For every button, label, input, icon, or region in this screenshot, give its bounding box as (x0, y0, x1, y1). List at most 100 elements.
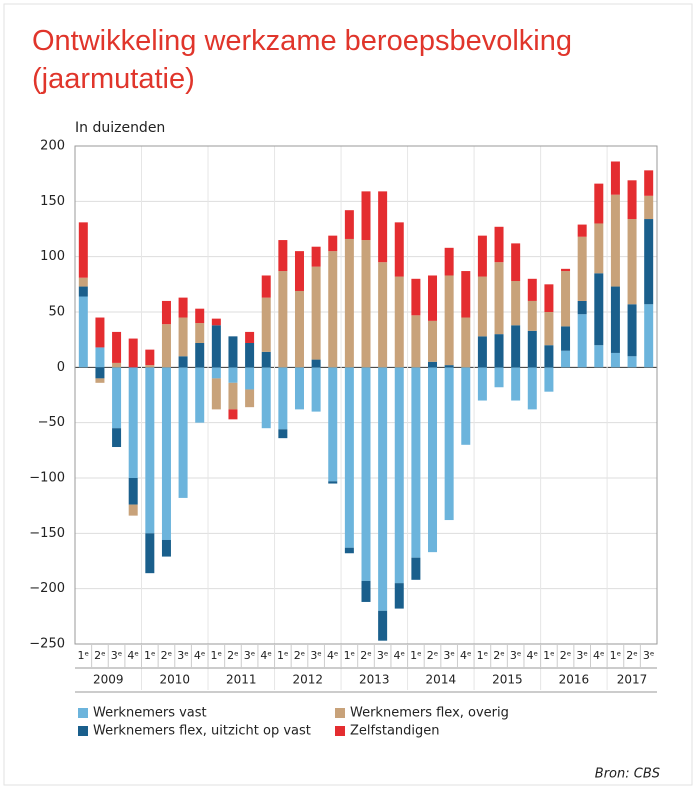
bar-segment (344, 210, 354, 239)
bar-segment (261, 351, 271, 368)
year-label: 2016 (559, 673, 590, 687)
bar-segment (428, 367, 438, 553)
bar-segment (78, 277, 88, 287)
legend-label: Werknemers vast (93, 706, 207, 721)
bar-segment (378, 191, 388, 263)
bar-segment (211, 367, 221, 379)
bar-segment (594, 273, 604, 346)
bar-segment (78, 296, 88, 368)
bar-segment (544, 284, 554, 312)
legend-swatch (335, 708, 345, 718)
bar-segment (411, 367, 421, 558)
bar-segment (294, 290, 304, 368)
y-tick-label: 0 (57, 360, 65, 375)
x-tick-label: 1ᵉ (477, 649, 489, 662)
bar-segment (444, 247, 454, 276)
bar-segment (95, 347, 105, 368)
year-label: 2010 (159, 673, 190, 687)
bar-segment (610, 352, 620, 368)
x-tick-label: 4ᵉ (526, 649, 538, 662)
bar-segment (161, 300, 171, 325)
x-tick-label: 1ᵉ (610, 649, 622, 662)
bar-segment (245, 367, 255, 390)
y-tick-label: 100 (40, 249, 65, 264)
bar-segment (577, 224, 587, 237)
year-label: 2017 (617, 673, 648, 687)
x-tick-label: 1ᵉ (277, 649, 289, 662)
x-tick-label: 4ᵉ (593, 649, 605, 662)
bar-segment (610, 286, 620, 353)
bar-segment (112, 367, 122, 429)
bar-segment (428, 361, 438, 368)
bar-segment (161, 324, 171, 368)
bar-segment (95, 317, 105, 348)
year-label: 2014 (426, 673, 457, 687)
bar-segment (378, 367, 388, 611)
bar-segment (261, 367, 271, 429)
x-tick-label: 4ᵉ (393, 649, 405, 662)
bar-segment (477, 235, 487, 277)
year-label: 2011 (226, 673, 257, 687)
bar-segment (561, 326, 571, 351)
bar-segment (344, 238, 354, 368)
bar-segment (128, 367, 138, 478)
x-tick-label: 4ᵉ (460, 649, 472, 662)
x-tick-label: 4ᵉ (127, 649, 139, 662)
x-tick-label: 2ᵉ (227, 649, 239, 662)
bar-segment (311, 359, 321, 368)
bar-segment (145, 533, 155, 574)
bar-segment (344, 367, 354, 548)
x-tick-label: 1ᵉ (410, 649, 422, 662)
legend-swatch (335, 726, 345, 736)
bar-segment (527, 278, 537, 301)
bar-segment (428, 320, 438, 362)
bar-segment (245, 342, 255, 368)
x-tick-label: 2ᵉ (94, 649, 106, 662)
x-tick-label: 2ᵉ (493, 649, 505, 662)
bar-segment (594, 223, 604, 274)
bar-segment (477, 367, 487, 401)
bar-segment (245, 389, 255, 408)
bar-segment (344, 547, 354, 554)
bar-segment (428, 275, 438, 321)
x-tick-label: 1ᵉ (543, 649, 555, 662)
bar-segment (444, 365, 454, 368)
bar-segment (544, 345, 554, 368)
bar-segment (444, 367, 454, 521)
bar-segment (461, 367, 471, 445)
bar-segment (494, 226, 504, 263)
x-tick-label: 3ᵉ (643, 649, 655, 662)
year-label: 2009 (93, 673, 124, 687)
x-tick-label: 2ᵉ (560, 649, 572, 662)
bar-segment (394, 222, 404, 277)
bar-segment (195, 308, 205, 324)
bar-segment (178, 317, 188, 357)
bar-segment (161, 539, 171, 557)
bar-segment (278, 240, 288, 272)
bar-segment (361, 191, 371, 241)
bar-segment (411, 557, 421, 580)
bar-segment (128, 478, 138, 505)
bar-segment (211, 325, 221, 368)
bar-segment (228, 382, 238, 410)
bar-segment (378, 610, 388, 641)
bar-segment (278, 429, 288, 439)
bar-segment (594, 183, 604, 224)
bar-segment (361, 240, 371, 368)
bar-segment (411, 278, 421, 316)
bar-segment (195, 323, 205, 343)
bar-segment (627, 304, 637, 357)
bar-segment (278, 367, 288, 430)
bar-segment (361, 367, 371, 581)
chart-title: Ontwikkeling werkzame beroepsbevolking (… (32, 25, 572, 95)
bar-segment (145, 365, 155, 368)
x-tick-label: 3ᵉ (177, 649, 189, 662)
bar-segment (95, 367, 105, 379)
legend-swatch (78, 726, 88, 736)
bar-segment (494, 334, 504, 368)
bar-segment (494, 262, 504, 335)
bar-segment (561, 350, 571, 368)
bar-segment (577, 314, 587, 368)
y-tick-label: −200 (29, 581, 65, 596)
bar-segment (78, 222, 88, 278)
